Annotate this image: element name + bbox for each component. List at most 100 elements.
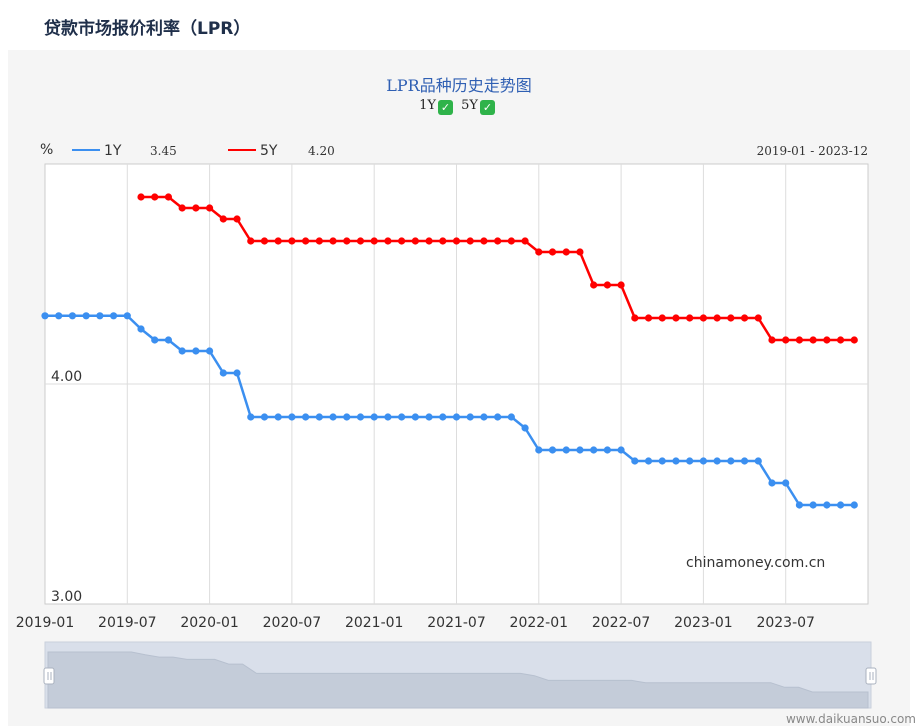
data-point-1y[interactable]	[644, 457, 653, 465]
data-point-1y[interactable]	[219, 369, 227, 377]
data-point-1y[interactable]	[82, 312, 90, 320]
data-point-1y[interactable]	[329, 413, 337, 421]
data-point-5y[interactable]	[219, 215, 227, 223]
data-point-1y[interactable]	[68, 312, 77, 320]
data-point-5y[interactable]	[768, 336, 776, 344]
data-point-1y[interactable]	[398, 413, 406, 421]
data-point-5y[interactable]	[343, 237, 351, 245]
data-point-1y[interactable]	[439, 413, 447, 421]
data-point-5y[interactable]	[740, 314, 749, 322]
data-point-5y[interactable]	[137, 193, 145, 201]
data-point-1y[interactable]	[713, 457, 721, 465]
data-point-1y[interactable]	[206, 347, 214, 355]
data-point-5y[interactable]	[192, 204, 200, 212]
data-point-1y[interactable]	[260, 413, 269, 421]
data-point-1y[interactable]	[686, 457, 694, 465]
data-point-1y[interactable]	[151, 336, 159, 344]
checkbox-5y-icon[interactable]: ✓	[479, 100, 495, 115]
data-point-1y[interactable]	[782, 479, 790, 487]
data-point-5y[interactable]	[699, 314, 708, 322]
data-point-5y[interactable]	[329, 237, 337, 245]
data-point-5y[interactable]	[356, 237, 365, 245]
data-point-1y[interactable]	[795, 501, 804, 509]
data-point-5y[interactable]	[384, 237, 392, 245]
checkbox-1y-icon[interactable]: ✓	[437, 100, 453, 115]
data-point-5y[interactable]	[247, 237, 255, 245]
data-point-1y[interactable]	[480, 413, 488, 421]
data-point-1y[interactable]	[768, 479, 776, 487]
data-point-5y[interactable]	[302, 237, 310, 245]
data-point-5y[interactable]	[206, 204, 214, 212]
data-point-1y[interactable]	[123, 312, 131, 320]
data-point-1y[interactable]	[521, 424, 529, 432]
data-point-1y[interactable]	[658, 457, 666, 465]
data-point-5y[interactable]	[672, 314, 680, 322]
data-point-5y[interactable]	[836, 336, 845, 344]
data-point-5y[interactable]	[164, 193, 173, 201]
data-point-5y[interactable]	[274, 237, 282, 245]
data-point-1y[interactable]	[356, 413, 365, 421]
data-point-5y[interactable]	[288, 237, 296, 245]
data-point-1y[interactable]	[823, 501, 831, 509]
data-point-5y[interactable]	[809, 336, 817, 344]
data-point-1y[interactable]	[535, 446, 543, 454]
data-point-5y[interactable]	[521, 237, 529, 245]
data-point-1y[interactable]	[384, 413, 392, 421]
data-point-1y[interactable]	[288, 413, 296, 421]
data-point-1y[interactable]	[727, 457, 735, 465]
data-point-5y[interactable]	[782, 336, 790, 344]
data-point-5y[interactable]	[562, 248, 570, 256]
data-point-1y[interactable]	[603, 446, 611, 454]
data-point-1y[interactable]	[55, 312, 63, 320]
data-point-1y[interactable]	[507, 413, 515, 421]
data-point-5y[interactable]	[507, 237, 515, 245]
data-point-1y[interactable]	[41, 312, 49, 320]
data-point-5y[interactable]	[603, 281, 611, 289]
data-point-1y[interactable]	[809, 501, 817, 509]
data-point-1y[interactable]	[617, 446, 625, 454]
data-point-1y[interactable]	[754, 457, 762, 465]
data-point-1y[interactable]	[137, 325, 145, 333]
data-point-1y[interactable]	[302, 413, 310, 421]
data-point-5y[interactable]	[576, 248, 584, 256]
data-point-1y[interactable]	[850, 501, 858, 509]
data-point-5y[interactable]	[233, 215, 241, 223]
data-point-5y[interactable]	[823, 336, 831, 344]
data-point-5y[interactable]	[686, 314, 694, 322]
data-point-5y[interactable]	[480, 237, 488, 245]
data-point-5y[interactable]	[590, 281, 598, 289]
data-point-5y[interactable]	[411, 237, 419, 245]
data-point-5y[interactable]	[151, 193, 159, 201]
data-point-1y[interactable]	[590, 446, 598, 454]
data-point-5y[interactable]	[178, 204, 186, 212]
data-point-1y[interactable]	[315, 413, 323, 421]
data-point-1y[interactable]	[411, 413, 419, 421]
data-point-5y[interactable]	[494, 237, 502, 245]
data-point-1y[interactable]	[631, 457, 639, 465]
data-point-1y[interactable]	[178, 347, 186, 355]
data-point-1y[interactable]	[672, 457, 680, 465]
data-point-1y[interactable]	[233, 369, 241, 377]
data-point-1y[interactable]	[425, 413, 433, 421]
data-point-5y[interactable]	[439, 237, 447, 245]
zoom-left-handle[interactable]	[43, 667, 55, 685]
data-point-5y[interactable]	[466, 237, 474, 245]
data-point-5y[interactable]	[631, 314, 639, 322]
data-point-1y[interactable]	[343, 413, 351, 421]
legend-1y-name[interactable]: 1Y	[104, 143, 122, 159]
data-point-5y[interactable]	[795, 336, 804, 344]
data-point-1y[interactable]	[370, 413, 378, 421]
data-point-5y[interactable]	[425, 237, 433, 245]
data-point-1y[interactable]	[494, 413, 502, 421]
data-point-5y[interactable]	[727, 314, 735, 322]
data-point-5y[interactable]	[370, 237, 378, 245]
data-point-5y[interactable]	[315, 237, 323, 245]
legend-5y-name[interactable]: 5Y	[260, 143, 278, 159]
data-point-5y[interactable]	[260, 237, 269, 245]
data-point-1y[interactable]	[109, 312, 118, 320]
data-point-1y[interactable]	[96, 312, 104, 320]
data-point-1y[interactable]	[548, 446, 557, 454]
data-point-5y[interactable]	[398, 237, 406, 245]
data-point-1y[interactable]	[576, 446, 584, 454]
data-point-5y[interactable]	[644, 314, 653, 322]
